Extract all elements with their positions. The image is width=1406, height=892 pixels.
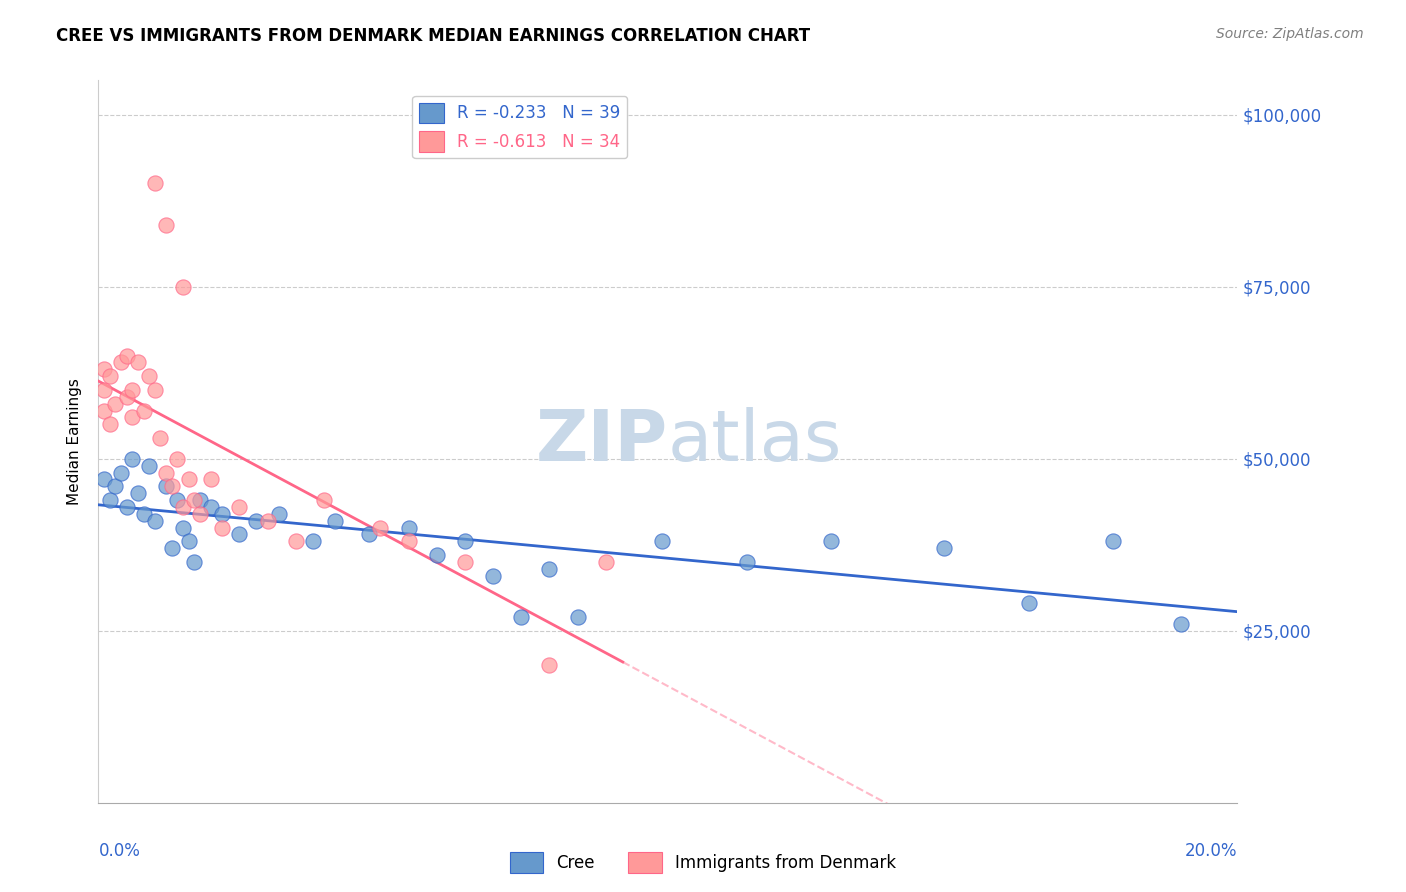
Point (121, 410, 143, 425)
Point (138, 458, 160, 473)
Text: 20.0%: 20.0% (1185, 842, 1237, 860)
Point (188, 507, 211, 521)
Point (172, 520, 194, 534)
Point (368, 520, 391, 534)
Point (177, 472, 200, 486)
Point (143, 177, 166, 191)
Point (228, 500, 250, 514)
Point (1170, 616, 1192, 631)
Point (323, 514, 346, 528)
Point (245, 514, 267, 528)
Point (426, 548, 449, 562)
Point (595, 555, 617, 569)
Point (121, 451, 143, 466)
Point (104, 397, 127, 411)
Point (160, 479, 183, 493)
Point (132, 507, 155, 521)
Point (155, 218, 177, 232)
Point (398, 520, 420, 534)
Point (93, 472, 115, 486)
Point (132, 403, 155, 417)
Point (211, 507, 233, 521)
Point (398, 534, 420, 549)
Point (172, 500, 194, 514)
Point (143, 514, 166, 528)
Point (160, 541, 183, 556)
Text: 0.0%: 0.0% (98, 842, 141, 860)
Point (200, 500, 222, 514)
Point (127, 355, 149, 369)
Point (166, 451, 188, 466)
Point (121, 383, 143, 397)
Point (172, 279, 194, 293)
Point (177, 534, 200, 549)
Point (211, 520, 233, 534)
Point (200, 472, 222, 486)
Point (143, 383, 166, 397)
Point (567, 610, 589, 624)
Point (651, 534, 673, 549)
Point (115, 390, 138, 404)
Point (110, 355, 132, 369)
Point (183, 555, 205, 569)
Point (155, 466, 177, 480)
Text: atlas: atlas (668, 407, 842, 476)
Point (138, 369, 160, 384)
Point (98, 369, 121, 384)
Text: Source: ZipAtlas.com: Source: ZipAtlas.com (1216, 27, 1364, 41)
Point (820, 534, 842, 549)
Point (284, 534, 307, 549)
Point (188, 493, 211, 508)
Point (267, 507, 290, 521)
Point (256, 514, 278, 528)
Point (98, 417, 121, 432)
Point (312, 493, 335, 508)
Point (183, 493, 205, 508)
Point (1018, 596, 1040, 610)
Point (115, 500, 138, 514)
Point (1102, 534, 1125, 549)
Point (155, 479, 177, 493)
Point (93, 383, 115, 397)
Point (454, 534, 477, 549)
Point (538, 562, 561, 576)
Y-axis label: Median Earnings: Median Earnings (67, 378, 83, 505)
Legend: Cree, Immigrants from Denmark: Cree, Immigrants from Denmark (503, 846, 903, 880)
Point (93, 403, 115, 417)
Point (482, 568, 505, 582)
Point (510, 610, 533, 624)
Legend: R = -0.233   N = 39, R = -0.613   N = 34: R = -0.233 N = 39, R = -0.613 N = 34 (412, 95, 627, 158)
Point (932, 541, 955, 556)
Point (357, 527, 380, 541)
Point (301, 534, 323, 549)
Point (98, 493, 121, 508)
Point (538, 658, 561, 673)
Text: ZIP: ZIP (536, 407, 668, 476)
Text: CREE VS IMMIGRANTS FROM DENMARK MEDIAN EARNINGS CORRELATION CHART: CREE VS IMMIGRANTS FROM DENMARK MEDIAN E… (56, 27, 810, 45)
Point (93, 362, 115, 376)
Point (735, 555, 758, 569)
Point (166, 493, 188, 508)
Point (127, 486, 149, 500)
Point (149, 431, 172, 445)
Point (115, 349, 138, 363)
Point (110, 466, 132, 480)
Point (454, 555, 477, 569)
Point (104, 479, 127, 493)
Point (228, 527, 250, 541)
